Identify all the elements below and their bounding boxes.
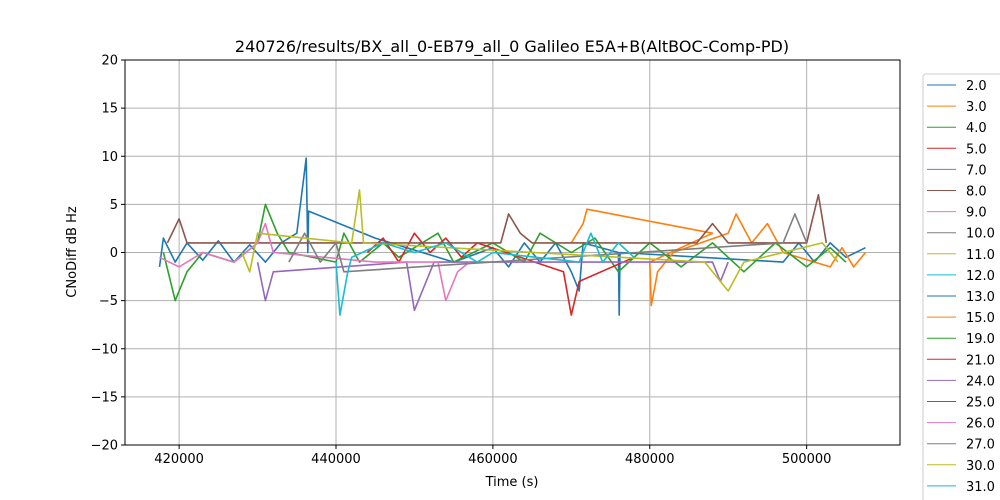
y-tick-label: 20: [101, 54, 118, 69]
ticks: 420000 440000 460000 480000 500000 −20 −15 −10 −…: [91, 54, 832, 468]
legend-label: 9.0: [966, 206, 987, 221]
x-tick-label: 500000: [782, 452, 832, 467]
series-line-12.0: [335, 232, 635, 316]
y-tick-label: −5: [99, 294, 118, 309]
legend-label: 25.0: [966, 396, 995, 411]
x-tick-label: 460000: [468, 452, 518, 467]
y-tick-label: 15: [101, 102, 118, 117]
x-tick-label: 440000: [311, 452, 361, 467]
x-tick-label: 480000: [625, 452, 675, 467]
y-tick-label: −20: [91, 439, 118, 454]
y-tick-label: 0: [110, 246, 118, 261]
legend-label: 5.0: [966, 142, 987, 157]
x-axis-label: Time (s): [485, 475, 539, 490]
legend-label: 27.0: [966, 438, 995, 453]
legend-label: 26.0: [966, 417, 995, 432]
series-line-7.0: [256, 261, 729, 312]
legend-label: 13.0: [966, 290, 995, 305]
series-line-3.0: [570, 208, 867, 307]
legend-label: 31.0: [966, 480, 995, 495]
legend-label: 3.0: [966, 100, 987, 115]
series-line-11.0: [241, 189, 839, 292]
y-tick-label: −15: [91, 390, 118, 405]
legend-label: 12.0: [966, 269, 995, 284]
legend-label: 4.0: [966, 121, 987, 136]
series-line-2.0: [158, 157, 866, 316]
legend-label: 2.0: [966, 79, 987, 94]
series-line-8.0: [166, 194, 828, 244]
legend-frame: [922, 73, 1000, 500]
legend-label: 8.0: [966, 185, 987, 200]
y-tick-label: 5: [110, 198, 118, 213]
legend-label: 21.0: [966, 353, 995, 368]
x-tick-label: 420000: [154, 452, 204, 467]
legend-label: 19.0: [966, 332, 995, 347]
y-axis-label: CNoDiff dB Hz: [65, 206, 80, 298]
y-tick-label: −10: [91, 342, 118, 357]
chart-title: 240726/results/BX_all_0-EB79_all_0 Galil…: [235, 37, 789, 57]
legend-label: 15.0: [966, 311, 995, 326]
plot-area: [158, 157, 867, 316]
legend: 2.0 3.0 4.0 5.0 7.0 8.0 9.0 10.0 11.0 12.0 13.0 15.…: [922, 73, 1000, 500]
legend-label: 7.0: [966, 163, 987, 178]
y-tick-label: 10: [101, 150, 118, 165]
legend-label: 30.0: [966, 459, 995, 474]
legend-label: 24.0: [966, 374, 995, 389]
legend-label: 10.0: [966, 227, 995, 242]
series-line-9.0: [159, 222, 470, 302]
legend-label: 11.0: [966, 248, 995, 263]
